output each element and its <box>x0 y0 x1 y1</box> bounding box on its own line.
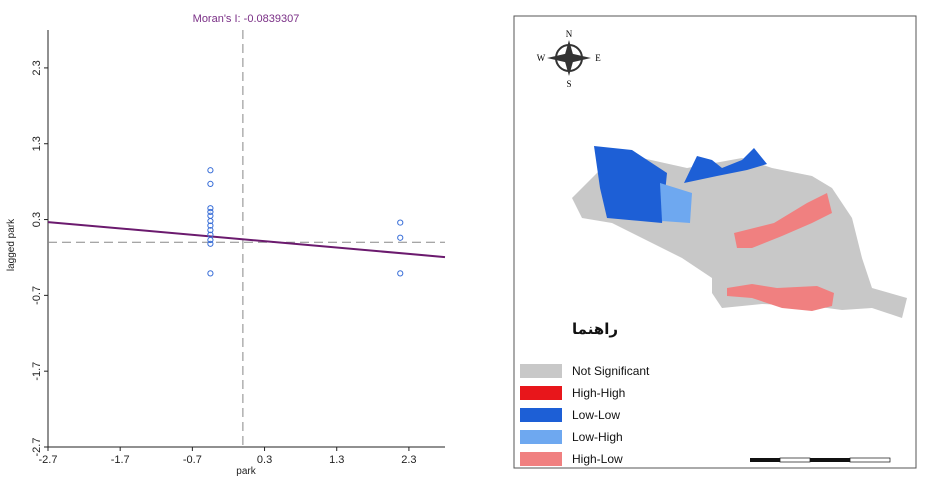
east-label: E <box>595 53 601 63</box>
data-point <box>207 236 214 244</box>
high-low-region-1 <box>734 193 832 248</box>
regression-line <box>47 221 446 259</box>
data-point <box>397 270 404 277</box>
x-tick-label: -1.7 <box>111 454 130 466</box>
scale-segment <box>750 458 780 462</box>
data-point <box>207 180 214 188</box>
legend-label: High-High <box>572 386 626 400</box>
legend-label: High-Low <box>572 452 623 466</box>
data-point <box>207 270 214 277</box>
scale-segment <box>849 457 891 463</box>
y-axis-label: lagged park <box>6 218 17 271</box>
y-tick-label: 2.3 <box>31 60 43 75</box>
low-low-region-2 <box>684 148 767 183</box>
legend-label: Low-High <box>572 430 623 444</box>
data-point <box>207 227 214 234</box>
y-tick-label: -1.7 <box>31 362 43 381</box>
north-label: N <box>566 29 573 39</box>
x-tick-label: 2.3 <box>401 454 416 466</box>
low-low-region-1 <box>594 146 667 223</box>
legend-swatch-low-low <box>520 408 562 422</box>
west-label: W <box>537 53 546 63</box>
scale-segment <box>779 457 811 463</box>
legend-item-low-low: Low-Low <box>520 406 620 424</box>
legend-label: Not Significant <box>572 364 650 378</box>
legend-swatch-high-low <box>520 452 562 466</box>
legend-item-not-significant: Not Significant <box>520 362 649 380</box>
legend-swatch-low-high <box>520 430 562 444</box>
x-tick-label: 1.3 <box>329 454 344 466</box>
compass-cross <box>547 53 591 63</box>
data-point <box>207 208 214 216</box>
legend-item-high-high: High-High <box>520 384 625 402</box>
data-point <box>207 167 214 174</box>
lisa-cluster-map: N S W E راهنما Not Significant High-High… <box>512 8 920 474</box>
legend-label: Low-Low <box>572 408 621 422</box>
scale-segment <box>810 458 850 462</box>
map-canvas: N S W E <box>513 15 917 469</box>
north-arrow: N S W E <box>537 29 602 89</box>
data-point <box>397 219 404 226</box>
compass-ring <box>555 44 583 72</box>
x-tick-label: -2.7 <box>39 454 58 466</box>
south-label: S <box>566 79 571 89</box>
data-point <box>397 234 404 241</box>
y-tick-label: 1.3 <box>31 136 43 151</box>
high-low-region-2 <box>727 284 834 311</box>
data-point <box>207 240 214 247</box>
legend-title: راهنما <box>572 320 618 338</box>
y-tick-label: 0.3 <box>31 212 43 227</box>
chart-title: Moran's I: -0.0839307 <box>193 13 300 25</box>
y-tick-label: -2.7 <box>31 438 43 457</box>
legend-swatch-not-significant <box>520 364 562 378</box>
x-axis-label: park <box>236 466 256 477</box>
x-tick-label: 0.3 <box>257 454 272 466</box>
data-point <box>207 205 214 212</box>
legend-item-low-high: Low-High <box>520 428 623 446</box>
low-high-region <box>660 183 692 223</box>
moran-scatterplot: -2.7 -1.7 -0.7 0.3 1.3 2.3 -2.7 -1.7 -0.7 0.3 1.3 2… <box>6 13 446 477</box>
x-tick-label: -0.7 <box>183 454 202 466</box>
y-tick-label: -0.7 <box>31 286 43 305</box>
data-point <box>207 217 214 225</box>
legend-item-high-low: High-Low <box>520 450 623 468</box>
legend-swatch-high-high <box>520 386 562 400</box>
data-point <box>207 212 214 219</box>
scale-bar <box>750 457 891 463</box>
data-point <box>207 222 214 229</box>
